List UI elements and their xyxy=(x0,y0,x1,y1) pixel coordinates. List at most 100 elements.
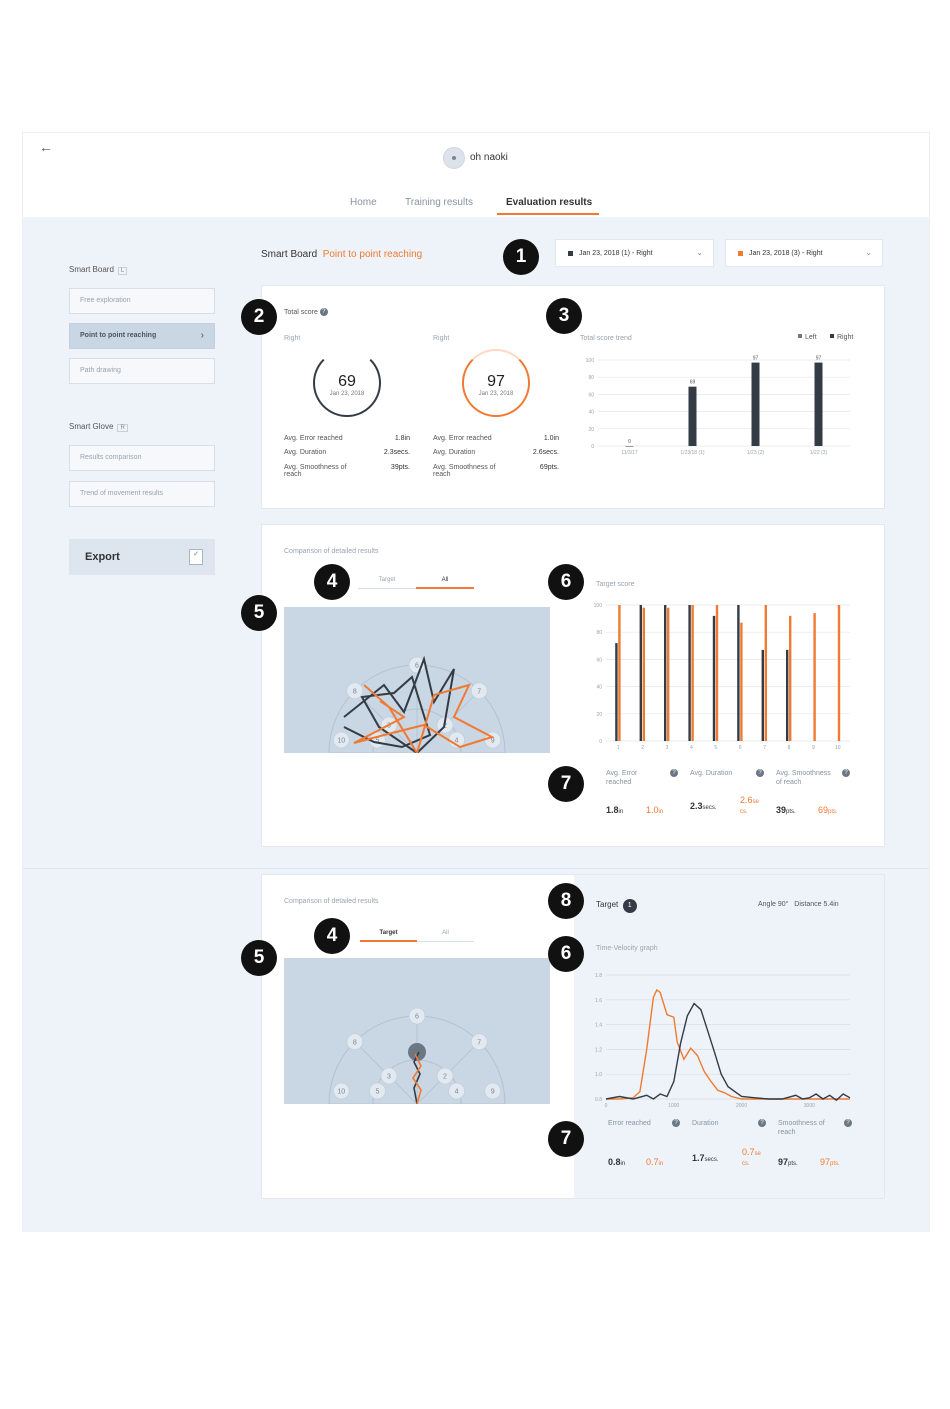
x-tick-label: 3000 xyxy=(804,1103,815,1109)
annotation-marker-6: 6 xyxy=(548,564,584,600)
help-icon[interactable]: ? xyxy=(842,769,850,777)
stat-duration-label: Duration xyxy=(692,1120,719,1127)
comparison-title: Comparison of detailed results xyxy=(284,548,379,555)
target-node xyxy=(436,1067,454,1085)
avatar[interactable] xyxy=(443,147,465,169)
sidebar-item-point-to-point[interactable]: Point to point reaching › xyxy=(69,323,215,349)
sidebar-item-trend-of-movement[interactable]: Trend of movement results xyxy=(69,481,215,507)
tab-target[interactable]: Target xyxy=(378,577,396,583)
movement-path-orange xyxy=(353,683,495,753)
x-tick-label: 0 xyxy=(605,1103,608,1109)
bar xyxy=(813,613,816,741)
right-error-row: Avg. Error reached 1.0in xyxy=(433,435,559,442)
bar xyxy=(764,605,767,741)
help-icon[interactable]: ? xyxy=(672,1119,680,1127)
stat-duration-b: 2.6se cs. xyxy=(740,795,759,815)
back-arrow-icon[interactable]: ← xyxy=(39,139,53,155)
stat-duration-b: 0.7se cs. xyxy=(742,1147,761,1167)
target-node-label: 8 xyxy=(353,688,357,695)
x-tick-label: 1/22 (3) xyxy=(810,450,828,456)
help-icon[interactable]: ? xyxy=(844,1119,852,1127)
stat-smoothness-label: Smoothness of reach xyxy=(778,1120,825,1136)
bar xyxy=(691,605,694,741)
single-path-orange xyxy=(412,1053,422,1104)
stat-duration-a: 2.3secs. xyxy=(690,801,717,811)
bar xyxy=(737,605,740,741)
annotation-marker-3: 3 xyxy=(546,298,582,334)
task-name: Point to point reaching xyxy=(322,249,423,260)
target-node xyxy=(470,682,488,700)
x-tick-label: 1/23 (2) xyxy=(747,450,765,456)
y-tick-label: 1.0 xyxy=(595,1072,602,1078)
left-error-row: Avg. Error reached 1.8in xyxy=(284,435,410,442)
target-all-toggle[interactable]: Target All xyxy=(360,927,474,942)
annotation-marker-4: 4 xyxy=(314,564,350,600)
y-tick-label: 1.8 xyxy=(595,973,602,979)
single-target-path-panel: 6 8 7 3 2 10 5 4 9 xyxy=(284,958,550,1104)
comparison-card-target: Comparison of detailed results Target Al… xyxy=(261,874,885,1199)
session-selector-2[interactable]: Jan 23, 2018 (3) - Right ⌄ xyxy=(725,239,883,267)
bar xyxy=(639,605,642,741)
tab-evaluation-results[interactable]: Evaluation results xyxy=(506,197,593,208)
help-icon[interactable]: ? xyxy=(758,1119,766,1127)
toggle-active-underline xyxy=(416,587,474,589)
bar xyxy=(642,607,645,741)
annotation-marker-2: 2 xyxy=(241,299,277,335)
right-smoothness-row: Avg. Smoothness of reach 69pts. xyxy=(433,464,559,478)
stat-duration-a: 1.7secs. xyxy=(692,1153,719,1163)
top-bar: ← oh naoki Home Training results Evaluat… xyxy=(23,133,929,218)
left-smoothness-row: Avg. Smoothness of reach 39pts. xyxy=(284,464,410,478)
legend-label: Left xyxy=(805,334,817,341)
velocity-line-dark xyxy=(605,1002,851,1102)
tab-all[interactable]: All xyxy=(442,930,449,936)
tab-home[interactable]: Home xyxy=(350,197,377,208)
bar xyxy=(712,615,716,741)
chart-title: Total score trend xyxy=(580,335,632,342)
export-button[interactable]: Export ✓ xyxy=(69,539,215,575)
score-right: 97 xyxy=(487,373,505,390)
bar xyxy=(664,605,667,741)
target-node-label: 5 xyxy=(375,1089,379,1096)
toggle-active-underline xyxy=(360,940,417,942)
sidebar-item-free-exploration[interactable]: Free exploration xyxy=(69,288,215,314)
sidebar-badge-right: R xyxy=(117,424,128,432)
annotation-marker-6b: 6 xyxy=(548,936,584,972)
help-icon[interactable]: ? xyxy=(670,769,678,777)
single-path-dark xyxy=(413,1051,421,1104)
chevron-down-icon: ⌄ xyxy=(865,248,872,257)
target-node-label: 6 xyxy=(415,663,419,670)
help-icon[interactable]: ? xyxy=(756,769,764,777)
x-tick-label: 7 xyxy=(763,745,766,751)
annotation-marker-5: 5 xyxy=(241,595,277,631)
page-title: Smart Board Point to point reaching xyxy=(261,249,423,260)
target-all-toggle[interactable]: Target All xyxy=(358,574,474,589)
data-label: 0 xyxy=(628,439,631,445)
tab-target[interactable]: Target xyxy=(379,930,398,936)
sidebar-item-path-drawing[interactable]: Path drawing xyxy=(69,358,215,384)
data-label: 69 xyxy=(690,380,696,386)
y-tick-label: 80 xyxy=(588,375,594,381)
tab-all[interactable]: All xyxy=(441,577,449,583)
x-tick-label: 11/3/17 xyxy=(621,450,638,456)
help-icon[interactable]: ? xyxy=(319,308,328,316)
target-node xyxy=(369,1082,386,1100)
y-tick-label: 40 xyxy=(596,685,602,691)
annotation-marker-1: 1 xyxy=(503,239,539,275)
session-selector-1[interactable]: Jan 23, 2018 (1) - Right ⌄ xyxy=(555,239,714,267)
target-node-label: 9 xyxy=(491,738,495,745)
movement-paths-panel: 68 73 210 5 4 9 xyxy=(284,607,550,753)
y-tick-label: 60 xyxy=(596,657,602,663)
tab-training-results[interactable]: Training results xyxy=(405,197,473,208)
angle-distance-readout: Angle 90° Distance 5.4in xyxy=(758,901,839,908)
sidebar-item-results-comparison[interactable]: Results comparison xyxy=(69,445,215,471)
x-tick-label: 10 xyxy=(835,745,841,751)
y-tick-label: 0 xyxy=(599,739,602,745)
active-tab-underline xyxy=(497,213,599,215)
bar xyxy=(740,622,743,741)
target-node-label: 9 xyxy=(491,1089,495,1096)
stat-smoothness-a: 97pts. xyxy=(778,1157,798,1167)
bar xyxy=(761,649,764,741)
stat-error-a: 0.8in xyxy=(608,1157,626,1167)
selected-target-node xyxy=(408,1043,426,1061)
target-node xyxy=(332,731,350,749)
